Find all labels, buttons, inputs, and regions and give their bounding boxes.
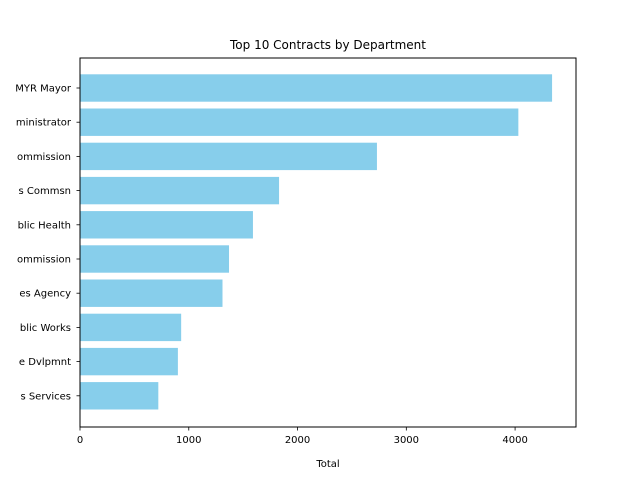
plot-frame <box>79 57 577 428</box>
bar <box>80 142 377 171</box>
y-tick-label: e Dvlpmnt <box>19 357 71 368</box>
y-tick-label: blic Works <box>20 323 71 334</box>
x-tick-label: 4000 <box>502 435 527 446</box>
y-tick-label: ommission <box>17 255 71 266</box>
bar <box>80 279 223 307</box>
y-tick-label: es Agency <box>19 289 71 300</box>
y-tick-label: s Services <box>20 391 71 402</box>
x-tick-label: 0 <box>77 435 83 446</box>
y-tick-label: s Commsn <box>18 186 71 197</box>
bar <box>80 211 253 239</box>
y-tick-label: MYR Mayor <box>15 84 72 95</box>
bar <box>80 74 553 102</box>
y-tick-label: ministrator <box>16 118 72 129</box>
bar <box>80 382 159 410</box>
bars-group <box>80 74 553 410</box>
bar <box>80 313 182 342</box>
bar <box>80 176 280 205</box>
bar <box>80 347 178 376</box>
x-tick-label: 1000 <box>176 435 201 446</box>
chart-title: Top 10 Contracts by Department <box>229 38 426 52</box>
bar <box>80 245 230 273</box>
x-axis-label: Total <box>315 459 339 470</box>
x-tick-label: 2000 <box>285 435 310 446</box>
y-tick-label: ommission <box>17 152 71 163</box>
bar <box>80 108 519 136</box>
x-ticks: 0 1000 2000 3000 4000 <box>77 427 528 446</box>
y-tick-labels: MYR Mayor ministrator ommission s Commsn bli… <box>15 84 80 402</box>
x-tick-label: 3000 <box>394 435 419 446</box>
y-tick-label: blic Health <box>18 220 71 231</box>
